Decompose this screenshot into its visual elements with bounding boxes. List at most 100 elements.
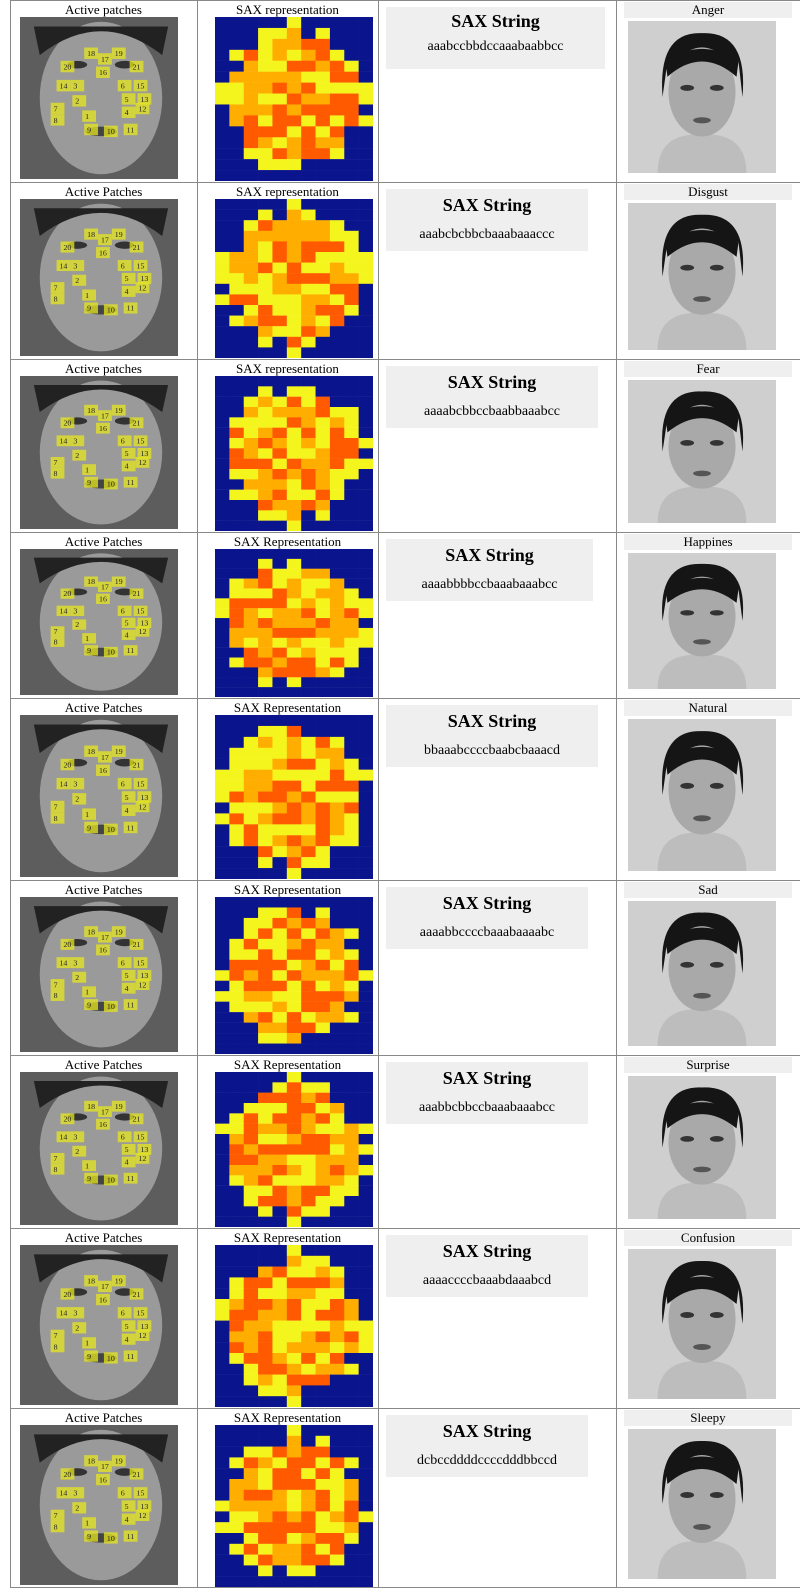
patch-number: 19 <box>115 578 123 586</box>
patch-number: 21 <box>133 243 141 252</box>
patch-number: 10 <box>107 1354 115 1363</box>
patch-number: 1 <box>85 112 89 121</box>
face-image-with-patches: 18 17 19 20 16 21 14 3 6 15 2 5 13 12 7 8 1 4 9 10 11 <box>20 549 178 695</box>
sax-representation-label: SAX representation <box>236 184 339 199</box>
patch-number: 4 <box>125 1515 129 1524</box>
sax-representation-label: SAX Representation <box>233 1410 342 1425</box>
patch-number: 4 <box>125 631 129 639</box>
emotion-cell: Surprise <box>616 1056 800 1228</box>
patch-number: 4 <box>125 108 129 117</box>
active-patches-cell: Active patches 18 17 19 20 16 21 14 3 6 15 2 5 13 12 7 8… <box>10 1 197 182</box>
emotion-face-photo <box>628 719 776 871</box>
sax-string-cell: SAX String aaabccbbdccaaabaabbcc <box>378 1 616 182</box>
active-patches-cell: Active Patches 18 17 19 20 16 21 14 3 6 15 2 5 13 12 7 8… <box>10 183 197 359</box>
patch-number: 7 <box>54 458 58 467</box>
patch-number: 12 <box>139 628 147 636</box>
patch-number: 19 <box>115 747 123 756</box>
sax-string-box: SAX String aaaabbccccbaaabaaaabc <box>386 887 588 949</box>
sax-string-cell: SAX String aaabbcbbccbaaabaaabcc <box>378 1056 616 1228</box>
patch-number: 14 <box>60 82 68 91</box>
sax-heatmap <box>215 17 373 181</box>
sax-string-title: SAX String <box>451 11 540 31</box>
patch-number: 9 <box>87 646 91 654</box>
patch-number: 12 <box>139 1154 147 1163</box>
patch-number: 10 <box>107 480 115 489</box>
emotion-label: Happines <box>624 534 792 550</box>
emotion-label: Natural <box>624 700 792 716</box>
sax-representation-label: SAX representation <box>236 361 339 376</box>
table-row: Active Patches 18 17 19 20 16 21 14 3 6 15 2 5 13 12 7 8… <box>10 532 800 698</box>
patch-number: 10 <box>107 1176 115 1185</box>
sax-string-box: SAX String aaabbcbbccbaaabaaabcc <box>386 1062 588 1124</box>
patch-number: 3 <box>73 1133 77 1142</box>
active-patches-cell: Active Patches 18 17 19 20 16 21 14 3 6 15 2 5 13 12 7 8… <box>10 699 197 880</box>
patch-number: 14 <box>60 780 68 789</box>
patch-number: 19 <box>115 1277 123 1286</box>
patch-number: 9 <box>87 1532 91 1541</box>
patch-number: 11 <box>127 1352 135 1361</box>
patch-number: 11 <box>127 823 135 832</box>
column-divider <box>10 0 11 1588</box>
patch-number: 21 <box>133 590 141 598</box>
patch-number: 8 <box>54 295 58 304</box>
patch-number: 2 <box>75 1324 79 1333</box>
column-divider <box>616 0 617 1588</box>
sax-string-value: aaaabbbbccbaaabaaabcc <box>421 577 558 592</box>
sax-representation-cell: SAX Representation <box>197 1229 378 1408</box>
sax-string-title: SAX String <box>442 893 532 913</box>
patch-number: 19 <box>115 1102 123 1111</box>
sax-heatmap <box>215 1072 373 1227</box>
patch-number: 20 <box>63 761 71 770</box>
patch-number: 17 <box>101 753 109 762</box>
patches-label: Active patches <box>65 2 142 17</box>
patch-number: 11 <box>127 478 135 487</box>
patch-number: 17 <box>101 1282 109 1291</box>
patch-number: 9 <box>87 478 91 487</box>
patch-number: 9 <box>87 1174 91 1183</box>
patch-number: 20 <box>63 63 71 72</box>
patch-number: 2 <box>75 451 79 460</box>
patch-number: 18 <box>87 49 95 58</box>
patch-number: 17 <box>101 55 109 64</box>
patch-number: 13 <box>140 1502 148 1511</box>
patch-number: 6 <box>121 1133 125 1142</box>
face-image-with-patches: 18 17 19 20 16 21 14 3 6 15 2 5 13 12 7 8 1 4 9 10 11 <box>20 17 178 179</box>
patch-number: 19 <box>115 230 123 239</box>
patches-label: Active patches <box>65 361 142 376</box>
patch-number: 21 <box>133 419 141 428</box>
sax-string-title: SAX String <box>442 1241 532 1261</box>
patch-number: 20 <box>63 1470 71 1479</box>
sax-string-value: aaabcbcbbcbaaabaaaccc <box>419 227 555 242</box>
patch-number: 19 <box>115 928 123 937</box>
patch-number: 7 <box>54 1331 58 1340</box>
patch-number: 19 <box>115 49 123 58</box>
patch-number: 6 <box>121 82 125 91</box>
emotion-label: Disgust <box>624 184 792 200</box>
patch-number: 1 <box>85 634 89 642</box>
patch-number: 13 <box>140 274 148 283</box>
patch-number: 12 <box>139 802 147 811</box>
patch-number: 11 <box>127 1174 135 1183</box>
patch-number: 12 <box>139 104 147 113</box>
sax-string-cell: SAX String aaaabbccccbaaabaaaabc <box>378 881 616 1055</box>
emotion-cell: Anger <box>616 1 800 182</box>
active-patches-cell: Active Patches 18 17 19 20 16 21 14 3 6 15 2 5 13 12 7 8… <box>10 1229 197 1408</box>
patch-number: 16 <box>99 68 107 77</box>
emotion-face-photo <box>628 553 776 689</box>
patch-number: 17 <box>101 933 109 942</box>
patch-number: 10 <box>107 1534 115 1543</box>
table-row: Active Patches 18 17 19 20 16 21 14 3 6 15 2 5 13 12 7 8… <box>10 1408 800 1588</box>
patch-number: 18 <box>87 578 95 586</box>
patch-number: 7 <box>54 284 58 293</box>
patch-number: 11 <box>127 1532 135 1541</box>
patch-number: 2 <box>75 795 79 804</box>
patch-number: 2 <box>75 973 79 982</box>
patch-number: 21 <box>133 1290 141 1299</box>
emotion-label: Confusion <box>624 1230 792 1246</box>
patch-number: 4 <box>125 806 129 815</box>
sax-string-value: aaabbcbbccbaaabaaabcc <box>419 1100 555 1115</box>
patch-number: 12 <box>139 1511 147 1520</box>
table-row: Active patches 18 17 19 20 16 21 14 3 6 15 2 5 13 12 7 8… <box>10 359 800 532</box>
patch-number: 6 <box>121 780 125 789</box>
patch-number: 20 <box>63 419 71 428</box>
